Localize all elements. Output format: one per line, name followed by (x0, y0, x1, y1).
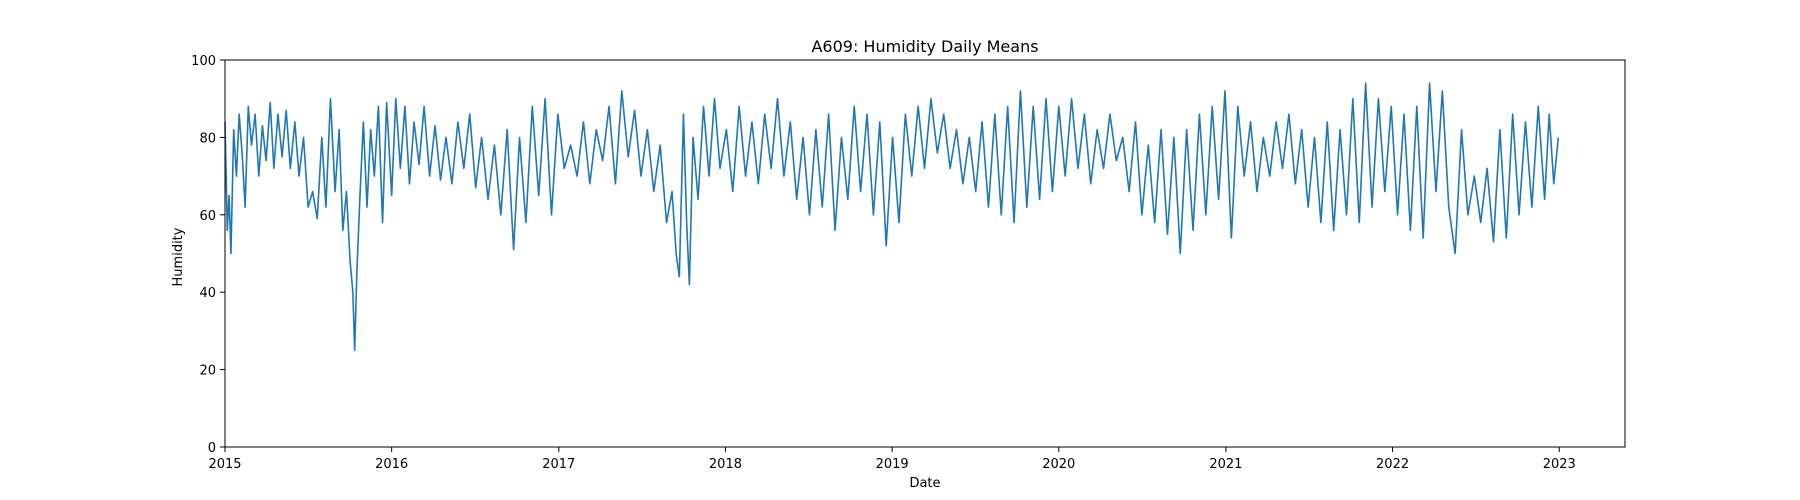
y-axis-label: Humidity (171, 227, 186, 286)
x-axis-ticks: 2015 2016 2017 2018 2019 2020 2021 2022 2023 (208, 447, 1576, 472)
x-tick-label: 2016 (375, 457, 408, 472)
x-axis-label: Date (909, 476, 940, 491)
plot-frame (224, 59, 1626, 448)
plot-area (224, 82, 1560, 352)
y-tick-label: 60 (199, 209, 216, 224)
x-tick-label: 2015 (208, 457, 241, 472)
x-tick-label: 2021 (1209, 457, 1242, 472)
x-tick-label: 2020 (1042, 457, 1075, 472)
x-tick-label: 2018 (709, 457, 742, 472)
chart-title: A609: Humidity Daily Means (811, 37, 1038, 56)
x-tick-label: 2017 (542, 457, 575, 472)
x-tick-label: 2023 (1543, 457, 1576, 472)
x-tick-label: 2022 (1376, 457, 1409, 472)
y-tick-label: 80 (199, 131, 216, 146)
y-tick-label: 20 (199, 364, 216, 379)
humidity-series-line (224, 82, 1560, 352)
y-axis-ticks: 0 20 40 60 80 100 (191, 54, 225, 456)
x-tick-label: 2019 (876, 457, 909, 472)
y-tick-label: 40 (199, 286, 216, 301)
y-tick-label: 100 (191, 54, 216, 69)
y-tick-label: 0 (208, 441, 216, 456)
